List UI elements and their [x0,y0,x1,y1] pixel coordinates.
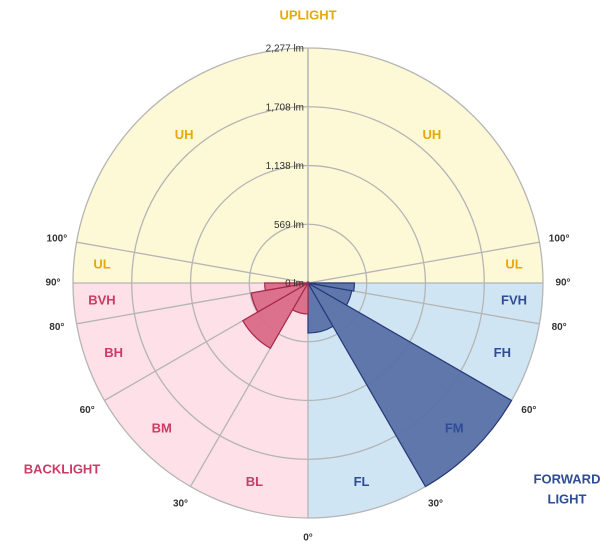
zone-label: BVH [88,292,115,307]
zone-wedge [264,282,309,292]
angle-label: 30° [428,498,443,509]
zone-label: BL [246,474,263,489]
zone-wedge [241,281,310,350]
forward-title: LIGHT [548,491,587,506]
ring-label: 1,708 lm [266,102,304,113]
zone-label: UL [93,256,110,271]
zone-label: FH [494,345,511,360]
uplight-title: UPLIGHT [279,7,336,22]
zone-label: UL [505,256,522,271]
angle-label: 60° [521,405,536,416]
zone-background [308,283,540,401]
ring-label: 2,277 lm [266,44,304,55]
zone-wedge [306,281,513,488]
ring-label: 0 lm [285,279,304,290]
zone-label: FL [354,474,370,489]
zone-boundary [76,241,309,284]
backlight-title: BACKLIGHT [24,461,101,476]
zone-label: FVH [501,292,527,307]
zone-label: FM [445,421,464,436]
zone-label: BH [104,345,123,360]
zone-wedge [307,282,356,292]
ring-label: 1,138 lm [266,161,304,172]
zone-label: UH [175,127,194,142]
angle-label: 90° [555,278,570,289]
angle-label: 80° [552,322,567,333]
zone-background [308,283,426,518]
angle-label: 0° [303,533,313,544]
zone-label: UH [422,127,441,142]
zone-background [308,48,540,283]
angle-label: 100° [549,233,570,244]
zone-background [76,48,308,283]
angle-label: 90° [45,278,60,289]
angle-label: 30° [173,498,188,509]
zone-background [76,283,308,401]
zone-label: BM [152,421,172,436]
zone-boundary [307,241,540,284]
ring-label: 569 lm [274,220,304,231]
angle-label: 60° [80,405,95,416]
zone-background [190,283,308,518]
angle-label: 80° [49,322,64,333]
angle-label: 100° [47,233,68,244]
forward-title: FORWARD [534,471,601,486]
zone-wedge [250,282,309,313]
